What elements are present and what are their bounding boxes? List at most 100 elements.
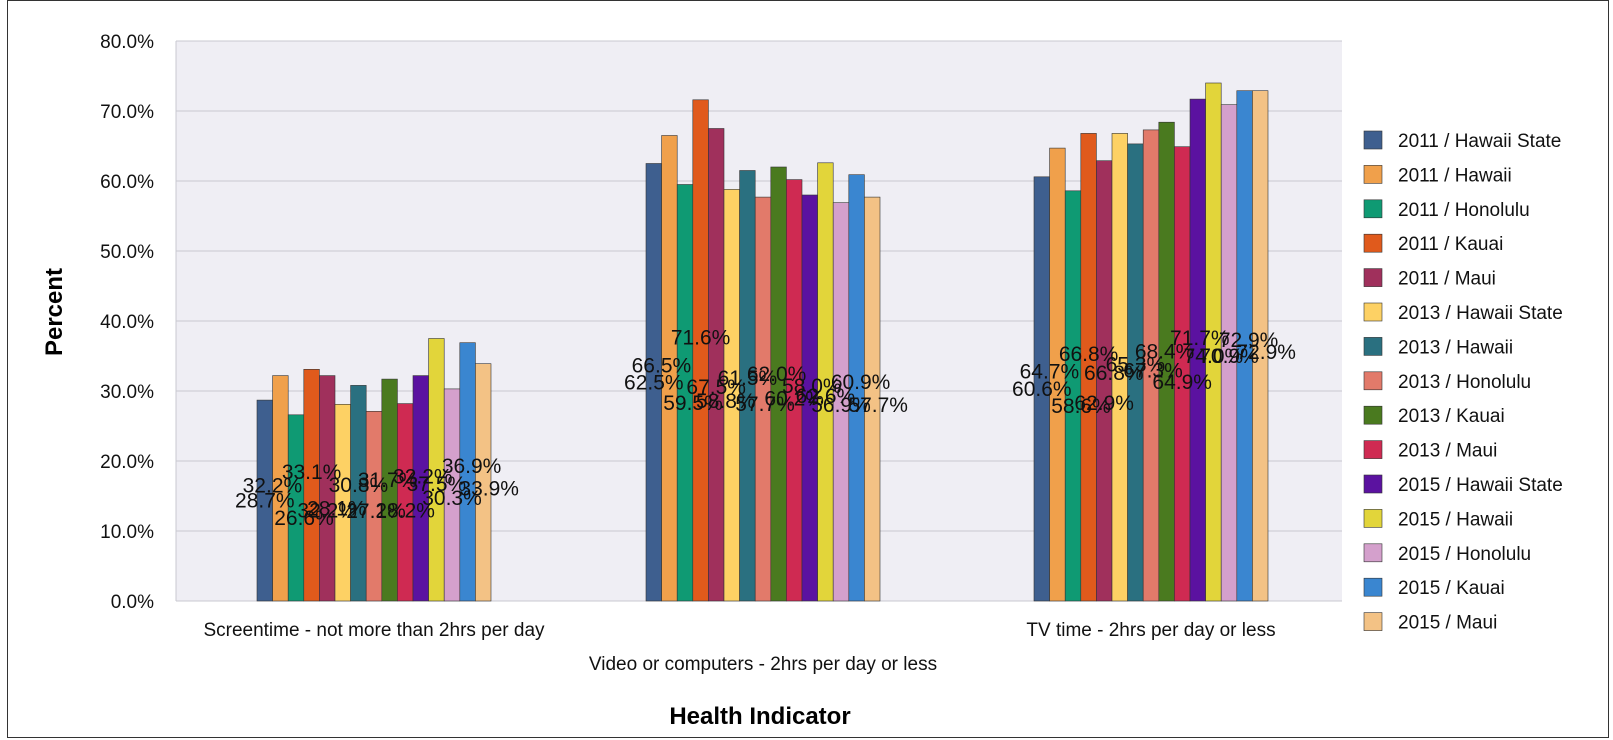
legend-item: 2011 / Honolulu xyxy=(1363,199,1530,221)
data-label: 64.9% xyxy=(1152,371,1212,394)
data-label: 74.0% xyxy=(1184,345,1244,368)
data-label: 33.9% xyxy=(459,477,519,500)
legend-label: 2011 / Hawaii State xyxy=(1398,131,1561,152)
data-label: 30.8% xyxy=(329,474,389,497)
legend-label: 2013 / Hawaii xyxy=(1398,337,1513,358)
data-label: 28.2% xyxy=(375,499,435,522)
legend-swatch xyxy=(1363,130,1383,150)
legend-item: 2015 / Maui xyxy=(1363,612,1497,634)
data-label: 70.9% xyxy=(1199,345,1259,368)
bar xyxy=(692,99,709,602)
data-label: 58.8% xyxy=(696,390,756,413)
legend-item: 2011 / Kauai xyxy=(1363,233,1503,255)
y-tick-label: 20.0% xyxy=(100,452,154,473)
data-label: 31.7% xyxy=(358,469,418,492)
data-label: 32.2% xyxy=(297,499,357,522)
y-tick-label: 50.0% xyxy=(100,242,154,263)
y-axis-ticks: 0.0% 10.0% 20.0% 30.0% 40.0% 50.0% 60.0% 70.0% 8… xyxy=(100,32,154,613)
data-label: 67.5% xyxy=(686,376,746,399)
data-label: 27.1% xyxy=(346,500,406,523)
data-label: 28.1% xyxy=(307,498,367,521)
data-label: 60.2% xyxy=(764,387,824,410)
y-tick-label: 10.0% xyxy=(100,522,154,543)
legend-label: 2011 / Maui xyxy=(1398,269,1496,290)
data-label: 66.8% xyxy=(1059,343,1119,366)
legend-swatch xyxy=(1363,302,1383,322)
data-label: 57.7% xyxy=(848,394,908,417)
legend-item: 2013 / Maui xyxy=(1363,440,1497,462)
y-tick-label: 70.0% xyxy=(100,102,154,123)
data-label: 32.2% xyxy=(243,474,303,497)
bar xyxy=(708,128,725,602)
legend-swatch xyxy=(1363,233,1383,253)
legend-item: 2013 / Honolulu xyxy=(1363,371,1531,393)
data-label: 30.3% xyxy=(422,487,482,510)
legend-item: 2015 / Hawaii xyxy=(1363,509,1513,530)
data-label: 56.9% xyxy=(811,394,871,417)
data-label: 37.5% xyxy=(407,473,467,496)
legend-label: 2011 / Honolulu xyxy=(1398,200,1530,221)
data-label: 62.9% xyxy=(1074,392,1134,415)
data-label: 60.9% xyxy=(831,371,891,394)
legend-swatch xyxy=(1363,440,1383,459)
legend-label: 2015 / Honolulu xyxy=(1398,544,1531,565)
data-label: 57.7% xyxy=(735,393,795,416)
legend-swatch xyxy=(1363,337,1383,356)
data-labels: 28.7%32.2%26.6%33.1%32.2%28.1%30.8%27.1%… xyxy=(235,326,1296,530)
y-tick-label: 80.0% xyxy=(100,32,154,53)
legend-swatch xyxy=(1363,474,1383,494)
bar xyxy=(475,363,492,602)
data-label: 32.2% xyxy=(393,465,453,488)
data-label: 67.3% xyxy=(1123,360,1183,383)
y-tick-label: 40.0% xyxy=(100,312,154,333)
data-label: 65.3% xyxy=(1106,354,1166,377)
legend-swatch xyxy=(1363,405,1383,425)
data-label: 26.6% xyxy=(274,507,334,530)
x-category-label: TV time - 2hrs per day or less xyxy=(1026,620,1275,641)
data-label: 62.6% xyxy=(796,385,856,408)
bar xyxy=(864,196,881,602)
bar xyxy=(303,368,320,602)
data-label: 60.6% xyxy=(1012,378,1072,401)
data-label: 64.7% xyxy=(1020,361,1080,384)
legend-swatch xyxy=(1363,612,1383,631)
data-label: 71.6% xyxy=(671,326,731,349)
x-category-label: Video or computers - 2hrs per day or les… xyxy=(589,654,937,675)
legend-label: 2011 / Kauai xyxy=(1398,234,1503,255)
legend-label: 2015 / Maui xyxy=(1398,613,1497,634)
data-label: 58.6% xyxy=(1051,395,1111,418)
legend-item: 2013 / Kauai xyxy=(1363,405,1505,427)
data-label: 66.5% xyxy=(632,354,692,377)
data-label: 66.8% xyxy=(1084,362,1144,385)
data-label: 58.0% xyxy=(782,375,842,398)
legend-label: 2015 / Hawaii State xyxy=(1398,475,1563,496)
legend: 2011 / Hawaii State 2011 / Hawaii 2011 / H… xyxy=(1363,130,1563,634)
data-label: 62.5% xyxy=(624,371,684,394)
bars xyxy=(256,82,1269,602)
x-category-label: Screentime - not more than 2hrs per day xyxy=(203,620,545,641)
legend-swatch xyxy=(1363,577,1383,597)
legend-item: 2015 / Hawaii State xyxy=(1363,474,1563,496)
legend-swatch xyxy=(1363,371,1383,391)
bar xyxy=(1252,90,1269,602)
data-label: 61.5% xyxy=(718,367,778,390)
legend-item: 2011 / Hawaii State xyxy=(1363,130,1561,152)
legend-label: 2015 / Hawaii xyxy=(1398,509,1513,530)
legend-label: 2013 / Honolulu xyxy=(1398,372,1531,393)
data-label: 71.7% xyxy=(1170,327,1230,350)
legend-swatch xyxy=(1363,165,1383,184)
legend-label: 2011 / Hawaii xyxy=(1398,165,1512,186)
data-label: 36.9% xyxy=(442,455,502,478)
legend-label: 2013 / Maui xyxy=(1398,441,1497,462)
legend-swatch xyxy=(1363,199,1383,219)
y-tick-label: 0.0% xyxy=(111,592,154,613)
legend-swatch xyxy=(1363,543,1383,563)
legend-item: 2013 / Hawaii xyxy=(1363,337,1513,358)
y-tick-label: 30.0% xyxy=(100,382,154,403)
legend-item: 2015 / Honolulu xyxy=(1363,543,1531,565)
data-label: 28.7% xyxy=(235,490,295,513)
legend-item: 2011 / Maui xyxy=(1363,268,1496,290)
legend-item: 2015 / Kauai xyxy=(1363,577,1505,599)
data-label: 72.9% xyxy=(1219,329,1279,352)
